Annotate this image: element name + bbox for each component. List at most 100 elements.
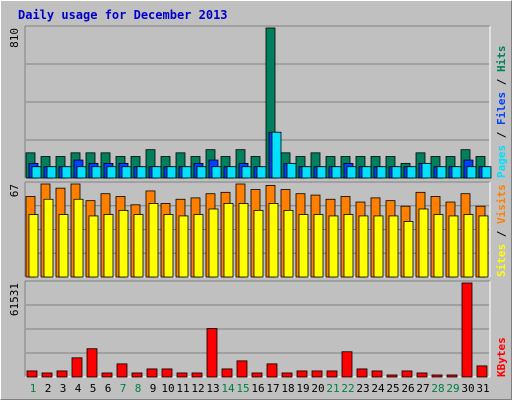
sites-bar [163,214,174,278]
x-tick-label: 21 [326,382,339,395]
x-tick-label: 11 [176,382,189,395]
kbytes-bar [386,374,398,378]
sites-bar [403,221,414,278]
x-tick-label: 6 [105,382,112,395]
pages-bar [211,166,222,179]
x-tick-label: 12 [191,382,204,395]
legend-separator: / [495,72,508,92]
kbytes-bar [311,370,323,378]
kbytes-bar [161,368,173,378]
kbytes-bar [296,370,308,378]
x-tick-label: 29 [446,382,459,395]
legend: Pages / Files / Hits [495,46,508,179]
x-tick-label: 3 [60,382,67,395]
kbytes-bar [71,357,83,378]
x-tick-label: 19 [296,382,309,395]
pages-bar [256,166,267,179]
sites-bar [358,215,369,278]
kbytes-bar [476,365,488,378]
sites-bar [253,209,264,278]
pages-bar [271,131,282,179]
pages-bar [481,166,492,179]
x-tick-label: 14 [221,382,235,395]
pages-bar [181,166,192,179]
pages-bar [376,166,387,179]
kbytes-bar [446,374,458,378]
pages-bar [361,166,372,179]
pages-bar [151,166,162,179]
legend-entry-kbytes: KBytes [495,337,508,377]
sites-bar [88,215,99,278]
legend-entry-files: Files [495,92,508,125]
kbytes-bar [371,370,383,378]
sites-bar [193,214,204,278]
kbytes-bar [251,372,263,378]
sites-bar [283,209,294,278]
legend-separator: / [495,224,508,244]
sites-bar [388,215,399,278]
sites-bar [328,215,339,278]
sites-bar [148,203,159,278]
sites-bar [178,215,189,278]
pages-bar [76,166,87,179]
sites-bar [73,198,84,278]
pages-bar [31,166,42,179]
pages-bar [226,166,237,179]
sites-bar [28,214,39,278]
kbytes-bar [101,372,113,378]
y-max-label: 67 [8,184,21,197]
x-tick-label: 15 [236,382,249,395]
legend-separator: / [495,125,508,145]
sites-bar [418,208,429,278]
kbytes-bar [341,351,353,378]
kbytes-bar [281,372,293,378]
x-tick-label: 9 [150,382,157,395]
kbytes-bar [41,372,53,378]
pages-bar [61,166,72,179]
pages-bar [241,166,252,179]
kbytes-bar [326,370,338,378]
pages-bar [46,166,57,179]
pages-bar [436,166,447,179]
x-tick-label: 22 [341,382,354,395]
kbytes-bar [176,372,188,378]
x-tick-label: 1 [30,382,37,395]
x-tick-label: 31 [476,382,489,395]
sites-bar [298,214,309,278]
pages-bar [331,166,342,179]
sites-bar [478,215,489,278]
chart-title: Daily usage for December 2013 [18,8,228,22]
x-tick-label: 25 [386,382,399,395]
x-tick-label: 5 [90,382,97,395]
sites-bar [133,214,144,278]
legend-entry-visits: Visits [495,184,508,224]
pages-bar [286,162,297,179]
x-tick-label: 8 [135,382,142,395]
pages-bar [391,166,402,179]
kbytes-bar [146,368,158,378]
y-max-label: 810 [8,28,21,48]
sites-bar [433,214,444,278]
x-tick-label: 30 [461,382,474,395]
legend-entry-pages: Pages [495,145,508,178]
x-tick-label: 28 [431,382,444,395]
sites-bar [463,214,474,278]
pages-bar [91,166,102,179]
pages-bar [451,166,462,179]
kbytes-bar [191,372,203,378]
legend: KBytes [495,337,508,377]
sites-bar [208,208,219,278]
x-tick-label: 2 [45,382,52,395]
x-tick-label: 4 [75,382,82,395]
x-tick-label: 10 [161,382,174,395]
pages-bar [346,166,357,179]
sites-bar [373,215,384,278]
x-tick-label: 18 [281,382,294,395]
sites-bar [238,203,249,278]
pages-bar [166,166,177,179]
kbytes-bar [431,374,443,378]
sites-bar [448,215,459,278]
sites-bar [313,214,324,278]
kbytes-bar [26,370,38,378]
kbytes-bar [56,370,68,378]
